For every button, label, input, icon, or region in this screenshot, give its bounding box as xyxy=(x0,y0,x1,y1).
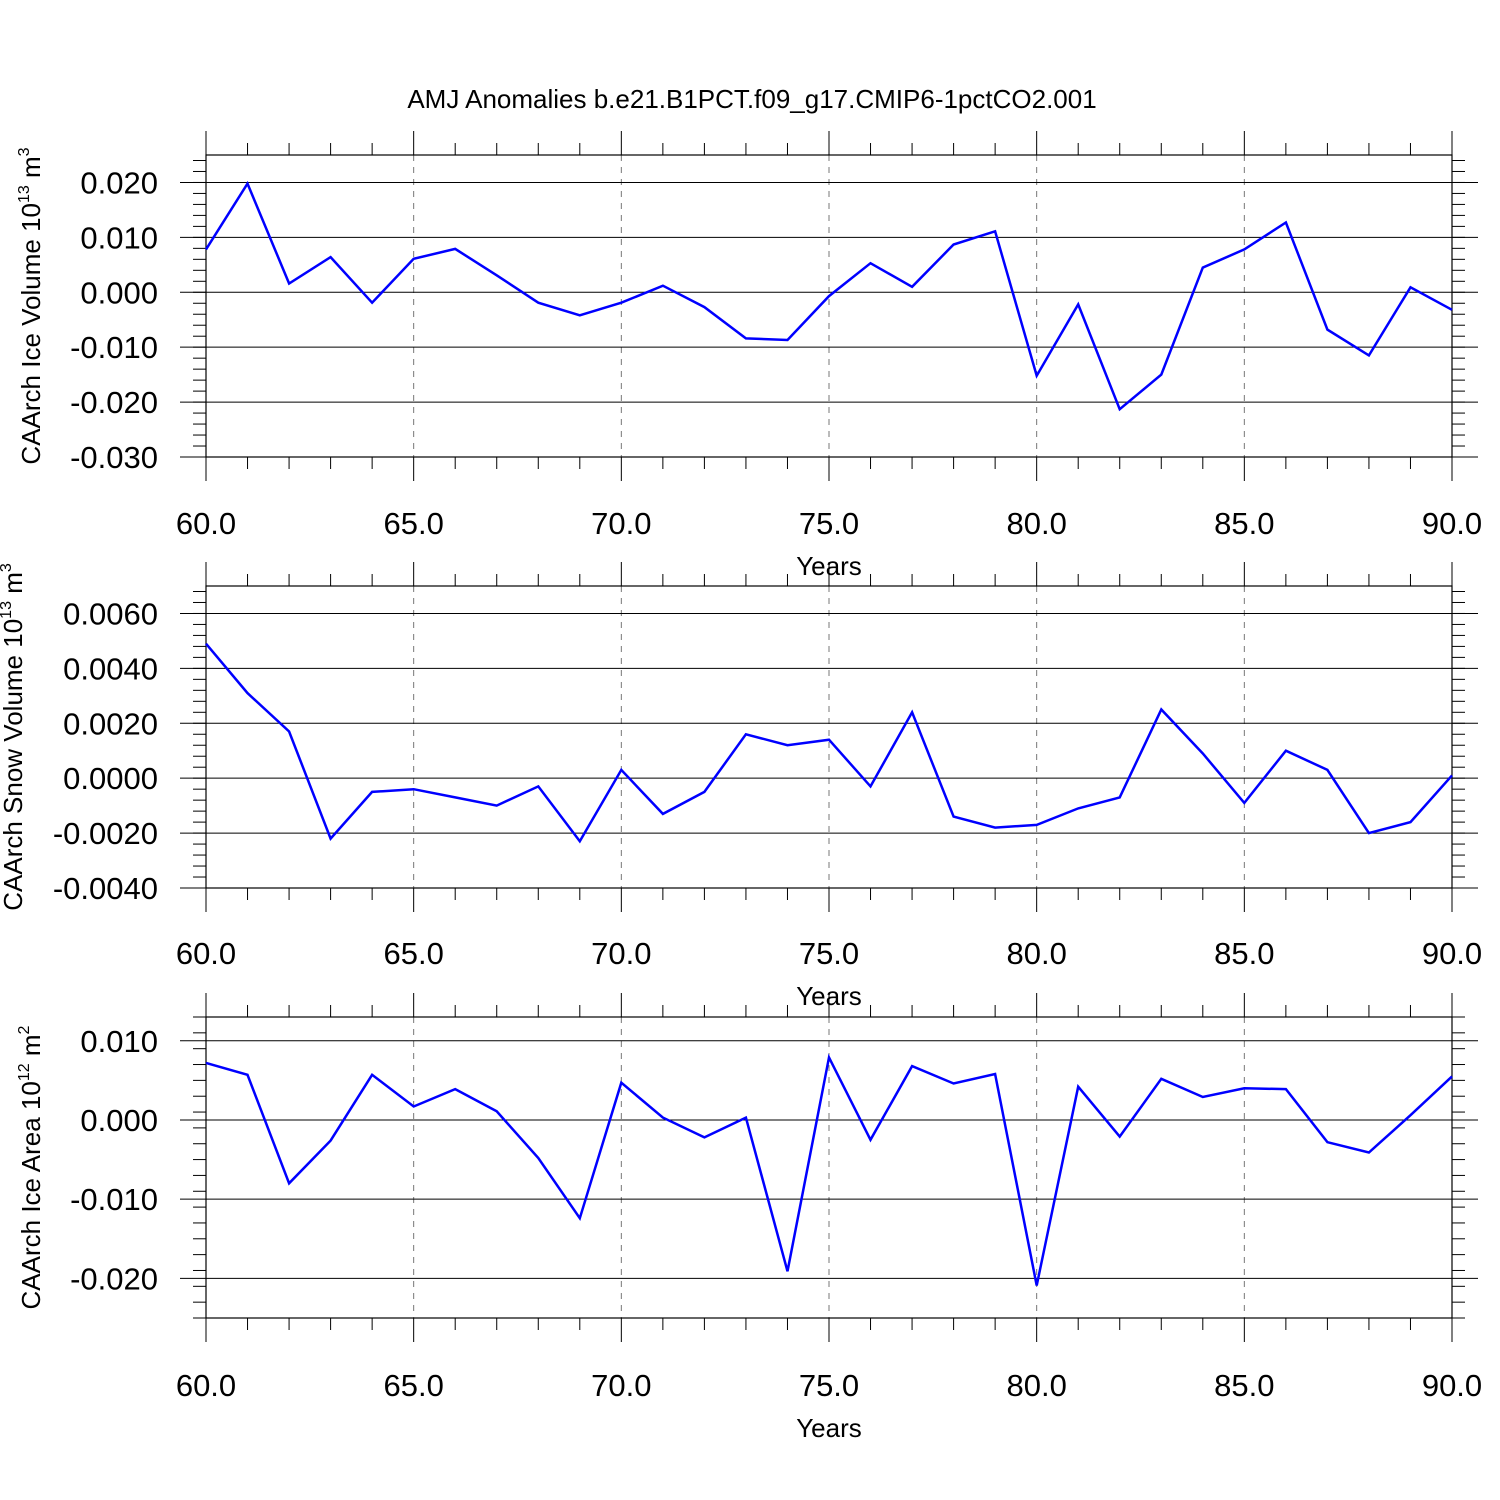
x-tick-label: 90.0 xyxy=(1422,506,1482,541)
y-tick-label: 0.0060 xyxy=(63,596,158,631)
y-tick-label: 0.0020 xyxy=(63,706,158,741)
y-label-unit: m xyxy=(16,156,46,185)
x-tick-label: 85.0 xyxy=(1214,506,1274,541)
y-label-unit-exponent: 3 xyxy=(0,563,15,572)
y-tick-label: -0.020 xyxy=(70,1261,158,1296)
x-tick-label: 65.0 xyxy=(383,506,443,541)
x-tick-label: 60.0 xyxy=(176,506,236,541)
y-label-unit: m xyxy=(16,1034,46,1063)
chart-title: AMJ Anomalies b.e21.B1PCT.f09_g17.CMIP6-… xyxy=(407,84,1096,114)
x-axis-label: Years xyxy=(796,1413,862,1443)
y-tick-label: 0.000 xyxy=(80,275,158,310)
y-tick-label: -0.020 xyxy=(70,385,158,420)
y-tick-label: 0.0040 xyxy=(63,651,158,686)
y-tick-label: 0.020 xyxy=(80,165,158,200)
x-tick-label: 70.0 xyxy=(591,936,651,971)
y-label-main: CAArch Ice Area 10 xyxy=(16,1081,46,1309)
x-tick-label: 60.0 xyxy=(176,1368,236,1403)
y-label-exponent: 12 xyxy=(16,1063,33,1081)
y-label-exponent: 13 xyxy=(16,185,33,203)
x-tick-label: 65.0 xyxy=(383,1368,443,1403)
series-line xyxy=(204,180,1453,412)
y-label-unit: m xyxy=(0,572,28,601)
panel-ice-volume: 0.020 0.010 0.000 -0.010 -0.020 -0.030 60.0 65.… xyxy=(16,131,1482,581)
x-tick-label: 70.0 xyxy=(591,506,651,541)
y-tick-label: -0.0020 xyxy=(53,816,158,851)
y-label-main: CAArch Snow Volume 10 xyxy=(0,619,28,911)
x-tick-label: 85.0 xyxy=(1214,936,1274,971)
y-tick-label: -0.0040 xyxy=(53,871,158,906)
panel-snow-volume: 0.0060 0.0040 0.0020 0.0000 -0.0020 -0.0040 60… xyxy=(0,562,1482,1011)
x-tick-label: 75.0 xyxy=(799,936,859,971)
x-tick-label: 80.0 xyxy=(1006,506,1066,541)
y-label-unit-exponent: 2 xyxy=(16,1025,33,1034)
y-tick-label: -0.030 xyxy=(70,440,158,475)
y-tick-label: -0.010 xyxy=(70,330,158,365)
y-label-exponent: 13 xyxy=(0,601,15,619)
x-tick-label: 70.0 xyxy=(591,1368,651,1403)
y-axis-label: CAArch Ice Area 1012 m2 xyxy=(16,1025,46,1309)
y-tick-label: 0.000 xyxy=(80,1103,158,1138)
x-tick-label: 75.0 xyxy=(799,1368,859,1403)
x-tick-label: 90.0 xyxy=(1422,1368,1482,1403)
y-label-main: CAArch Ice Volume 10 xyxy=(16,203,46,465)
panel-ice-area: 0.010 0.000 -0.010 -0.020 60.0 65.0 70.0 75.0 80… xyxy=(16,993,1482,1443)
y-tick-label: -0.010 xyxy=(70,1182,158,1217)
x-tick-label: 65.0 xyxy=(383,936,443,971)
y-axis-label: CAArch Ice Volume 1013 m3 xyxy=(16,147,46,464)
y-label-unit-exponent: 3 xyxy=(16,147,33,156)
series-line xyxy=(205,642,1453,844)
x-tick-label: 90.0 xyxy=(1422,936,1482,971)
x-tick-label: 80.0 xyxy=(1006,936,1066,971)
x-tick-label: 85.0 xyxy=(1214,1368,1274,1403)
y-axis-label: CAArch Snow Volume 1013 m3 xyxy=(0,563,28,911)
x-tick-label: 75.0 xyxy=(799,506,859,541)
y-tick-label: 0.010 xyxy=(80,220,158,255)
y-tick-label: 0.010 xyxy=(80,1024,158,1059)
y-tick-label: 0.0000 xyxy=(63,761,158,796)
x-tick-label: 80.0 xyxy=(1006,1368,1066,1403)
x-tick-label: 60.0 xyxy=(176,936,236,971)
